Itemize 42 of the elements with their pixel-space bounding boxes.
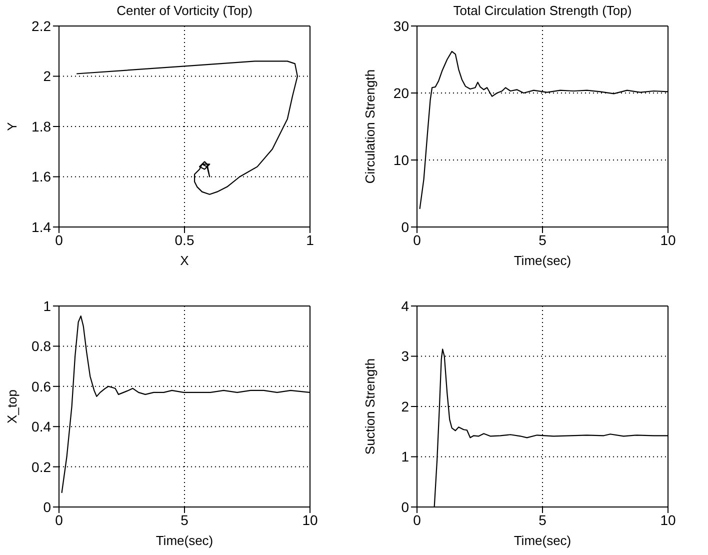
chart-title: Center of Vorticity (Top) [116, 3, 254, 18]
y-tick-label: 2 [401, 398, 410, 414]
chart-title: Total Circulation Strength (Top) [452, 3, 633, 18]
y-tick-label: 0.2 [32, 458, 52, 475]
x-tick-label: 5 [538, 512, 547, 528]
y-tick-label: 0.8 [32, 338, 52, 354]
x-tick-label: 0.5 [174, 232, 194, 248]
x-tick-label: 10 [302, 512, 318, 528]
y-tick-label: 3 [401, 348, 410, 364]
x-tick-label: 0 [413, 232, 422, 248]
x-tick-label: 10 [660, 512, 676, 528]
x-tick-label: 5 [538, 232, 547, 248]
y-tick-label: 30 [393, 18, 410, 34]
y-tick-label: 1.4 [32, 218, 52, 235]
y-tick-label: 0 [43, 498, 52, 515]
y-tick-label: 1.6 [32, 168, 52, 185]
x-axis-title: X [180, 253, 190, 268]
y-tick-label: 0 [401, 498, 410, 515]
x-axis-title: Time(sec) [514, 533, 572, 548]
y-tick-label: 0 [401, 218, 410, 235]
y-tick-label: 20 [393, 84, 410, 101]
x-tick-label: 10 [660, 232, 676, 248]
y-tick-label: 1 [43, 298, 52, 314]
y-tick-label: 2.2 [32, 18, 52, 34]
x-tick-label: 5 [180, 512, 189, 528]
y-tick-label: 10 [393, 152, 410, 168]
y-axis-title: Y [4, 122, 20, 131]
y-tick-label: 1 [401, 448, 410, 465]
x-tick-label: 0 [413, 512, 422, 528]
x-tick-label: 1 [306, 232, 314, 248]
x-tick-label: 0 [55, 232, 64, 248]
y-tick-label: 1.8 [32, 118, 52, 134]
y-tick-label: 4 [401, 298, 410, 314]
y-tick-label: 0.6 [32, 378, 52, 394]
x-axis-title: Time(sec) [156, 533, 214, 548]
y-tick-label: 2 [43, 68, 52, 84]
y-axis-title: Circulation Strength [362, 69, 378, 184]
y-axis-title: Suction Strength [362, 358, 378, 455]
y-tick-label: 0.4 [32, 418, 52, 435]
y-axis-title: X_top [4, 390, 20, 424]
x-axis-title: Time(sec) [514, 253, 572, 268]
x-tick-label: 0 [55, 512, 64, 528]
